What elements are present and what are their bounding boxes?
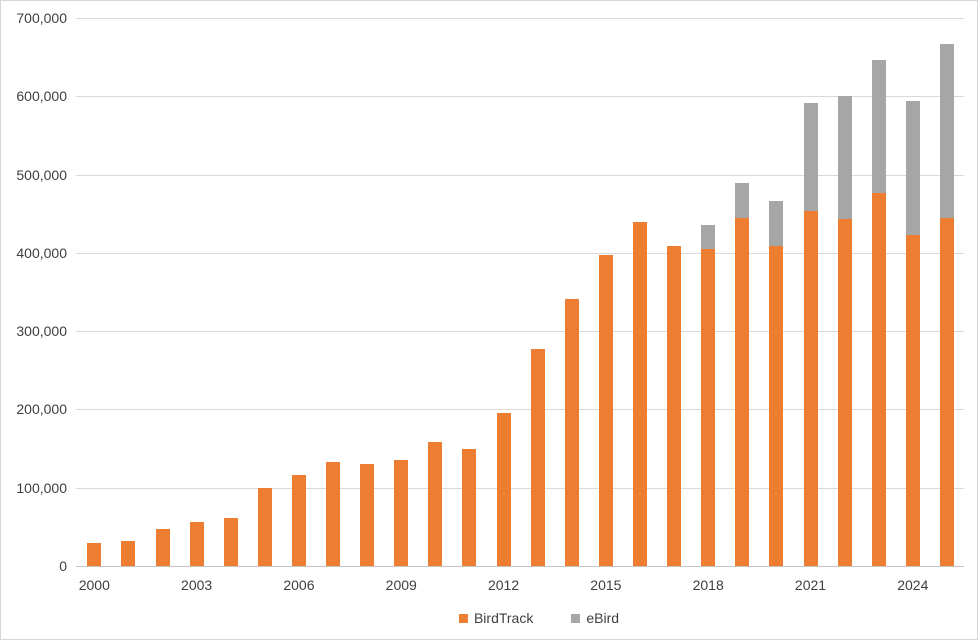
bar-segment-birdtrack-2002 <box>155 529 170 566</box>
legend: BirdTrack eBird <box>458 609 619 627</box>
bar-segment-birdtrack-2006 <box>291 475 306 566</box>
bar-group-2004 <box>223 518 238 566</box>
bar-group-2005 <box>257 487 272 566</box>
x-axis-tick-label-2009: 2009 <box>385 577 417 593</box>
gridline <box>76 487 964 489</box>
bar-segment-birdtrack-2013 <box>530 349 545 566</box>
x-axis-tick-label-2003: 2003 <box>181 577 213 593</box>
bar-segment-birdtrack-2025 <box>939 217 954 566</box>
bar-segment-birdtrack-2023 <box>871 193 886 566</box>
legend-swatch-ebird-icon <box>571 613 581 623</box>
bar-group-2011 <box>462 448 477 566</box>
bar-segment-birdtrack-2017 <box>667 245 682 566</box>
bar-segment-birdtrack-2022 <box>837 219 852 566</box>
bar-group-2018 <box>701 224 716 566</box>
x-axis-line <box>76 566 964 567</box>
bar-group-2010 <box>428 442 443 566</box>
x-axis-tick-label-2024: 2024 <box>897 577 929 593</box>
bar-group-2021 <box>803 103 818 566</box>
gridline <box>76 18 964 19</box>
gridline <box>76 252 964 254</box>
bar-segment-ebird-2020 <box>769 201 784 246</box>
bar-segment-birdtrack-2016 <box>632 221 647 566</box>
bar-segment-birdtrack-2019 <box>735 217 750 566</box>
y-axis-tick-label: 100,000 <box>16 479 67 496</box>
gridline <box>76 96 964 98</box>
bar-segment-birdtrack-2004 <box>223 518 238 566</box>
bar-group-2006 <box>291 475 306 566</box>
bar-segment-birdtrack-2008 <box>360 464 375 566</box>
y-axis-tick-label: 200,000 <box>16 401 67 418</box>
x-axis-tick-label-2021: 2021 <box>794 577 827 593</box>
gridline <box>76 409 964 411</box>
bar-segment-birdtrack-2001 <box>121 540 136 566</box>
bar-segment-birdtrack-2012 <box>496 413 511 566</box>
y-axis-tick-label: 400,000 <box>16 244 67 261</box>
y-axis-tick-label: 0 <box>59 558 67 574</box>
y-axis-tick-label: 600,000 <box>16 88 67 105</box>
bar-segment-birdtrack-2018 <box>701 248 716 566</box>
bar-group-2022 <box>837 96 852 566</box>
x-axis-tick-label-2012: 2012 <box>487 577 520 593</box>
bar-segment-birdtrack-2010 <box>428 442 443 566</box>
bar-segment-birdtrack-2011 <box>462 448 477 566</box>
legend-item-birdtrack: BirdTrack <box>458 609 534 627</box>
bar-group-2014 <box>564 299 579 566</box>
bar-segment-birdtrack-2009 <box>394 459 409 566</box>
bar-group-2015 <box>598 255 613 566</box>
bar-group-2013 <box>530 349 545 566</box>
bar-group-2003 <box>189 522 204 566</box>
bar-group-2009 <box>394 459 409 566</box>
legend-label-ebird: eBird <box>586 610 620 626</box>
bar-group-2024 <box>905 101 920 566</box>
bar-segment-birdtrack-2020 <box>769 245 784 566</box>
bar-segment-ebird-2022 <box>837 96 852 220</box>
bar-segment-birdtrack-2007 <box>326 461 341 566</box>
plot-area <box>76 18 964 567</box>
bar-segment-birdtrack-2005 <box>257 487 272 566</box>
bar-group-2000 <box>87 542 102 566</box>
y-axis-tick-label: 300,000 <box>16 323 67 340</box>
bar-group-2023 <box>871 60 886 566</box>
bar-group-2002 <box>155 529 170 566</box>
bar-group-2016 <box>632 221 647 566</box>
bar-segment-ebird-2021 <box>803 103 818 212</box>
bar-segment-ebird-2025 <box>939 43 954 218</box>
bar-segment-birdtrack-2003 <box>189 522 204 566</box>
x-axis-tick-label-2015: 2015 <box>590 577 622 593</box>
bar-segment-birdtrack-2024 <box>905 234 920 566</box>
bar-group-2017 <box>667 245 682 566</box>
x-axis-tick-label-2000: 2000 <box>78 577 110 593</box>
bar-group-2001 <box>121 540 136 566</box>
legend-label-birdtrack: BirdTrack <box>473 610 534 626</box>
bar-segment-birdtrack-2021 <box>803 211 818 566</box>
bar-segment-birdtrack-2015 <box>598 255 613 566</box>
y-axis-tick-label: 500,000 <box>16 166 67 183</box>
bar-segment-ebird-2023 <box>871 60 886 194</box>
legend-swatch-birdtrack-icon <box>458 613 468 623</box>
gridline <box>76 174 964 176</box>
legend-item-ebird: eBird <box>571 609 619 627</box>
bar-segment-birdtrack-2014 <box>564 299 579 566</box>
bar-segment-birdtrack-2000 <box>87 542 102 566</box>
y-axis-tick-label: 700,000 <box>16 10 67 26</box>
bar-group-2025 <box>939 43 954 566</box>
bar-group-2019 <box>735 183 750 566</box>
bar-segment-ebird-2019 <box>735 183 750 218</box>
x-axis-tick-label-2006: 2006 <box>283 577 315 593</box>
bar-group-2007 <box>326 461 341 566</box>
x-axis-tick-label-2018: 2018 <box>692 577 724 593</box>
bar-segment-ebird-2018 <box>701 224 716 249</box>
bar-group-2008 <box>360 464 375 566</box>
gridline <box>76 331 964 333</box>
bar-group-2020 <box>769 201 784 566</box>
bar-segment-ebird-2024 <box>905 101 920 235</box>
bar-group-2012 <box>496 413 511 566</box>
